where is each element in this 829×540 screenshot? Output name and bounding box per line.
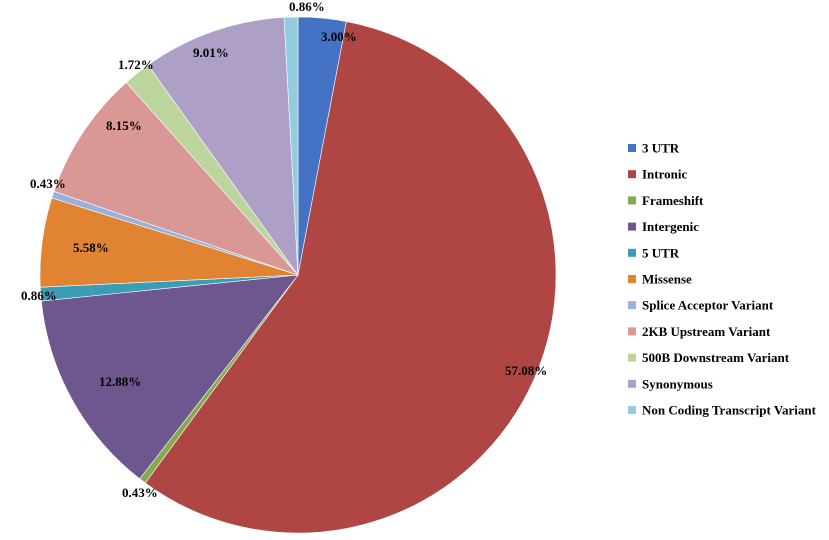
legend-label-frameshift: Frameshift [642, 193, 704, 208]
slice-labels: 3.00% 57.08% 0.43% 12.88% 0.86% 5.58% 0.43% 8.1… [21, 0, 547, 500]
legend-label-500b-downstream-variant: 500B Downstream Variant [642, 350, 790, 365]
slice-label-frameshift: 0.43% [122, 485, 158, 500]
legend-label-2kb-upstream-variant: 2KB Upstream Variant [642, 324, 771, 339]
slice-label-3-utr: 3.00% [321, 29, 357, 44]
slice-label-non-coding-transcript-variant: 0.86% [289, 0, 325, 14]
slice-label-intergenic: 12.88% [99, 374, 141, 389]
legend-swatch-5-utr [628, 248, 636, 257]
legend-swatch-intergenic [628, 222, 636, 231]
legend-swatch-2kb-upstream-variant [628, 327, 636, 336]
slice-label-5-utr: 0.86% [21, 288, 57, 303]
legend-label-non-coding-transcript-variant: Non Coding Transcript Variant [642, 403, 817, 418]
slice-label-missense: 5.58% [73, 240, 109, 255]
slice-label-synonymous: 9.01% [193, 45, 229, 60]
legend-label-5-utr: 5 UTR [642, 245, 680, 260]
legend-swatch-frameshift [628, 196, 636, 205]
pie-slice-2kb-upstream-variant [53, 82, 299, 276]
legend-swatch-intronic [628, 170, 636, 179]
slice-label-2kb-upstream-variant: 8.15% [106, 118, 142, 133]
slice-label-500b-downstream-variant: 1.72% [118, 57, 154, 72]
legend: 3 UTR Intronic Frameshift Intergenic 5 UTR Mi… [628, 141, 817, 418]
pie-slice-non-coding-transcript-variant [283, 16, 299, 276]
legend-label-intronic: Intronic [642, 167, 687, 182]
pie-slices [39, 16, 557, 534]
legend-swatch-500b-downstream-variant [628, 353, 636, 362]
legend-label-intergenic: Intergenic [642, 219, 699, 234]
pie-slice-synonymous [147, 17, 299, 277]
legend-swatch-3-utr [628, 144, 636, 152]
legend-swatch-non-coding-transcript-variant [628, 406, 636, 414]
legend-label-missense: Missense [642, 272, 692, 287]
legend-label-3-utr: 3 UTR [642, 141, 680, 156]
pie-slice-intergenic [40, 274, 299, 480]
legend-swatch-splice-acceptor-variant [628, 301, 636, 310]
legend-swatch-missense [628, 275, 636, 283]
slice-label-intronic: 57.08% [505, 363, 547, 378]
legend-swatch-synonymous [628, 379, 636, 388]
slice-label-splice-acceptor-variant: 0.43% [30, 176, 66, 191]
pie-slice-intronic [144, 21, 557, 534]
legend-label-splice-acceptor-variant: Splice Acceptor Variant [642, 298, 774, 313]
legend-label-synonymous: Synonymous [642, 376, 713, 391]
